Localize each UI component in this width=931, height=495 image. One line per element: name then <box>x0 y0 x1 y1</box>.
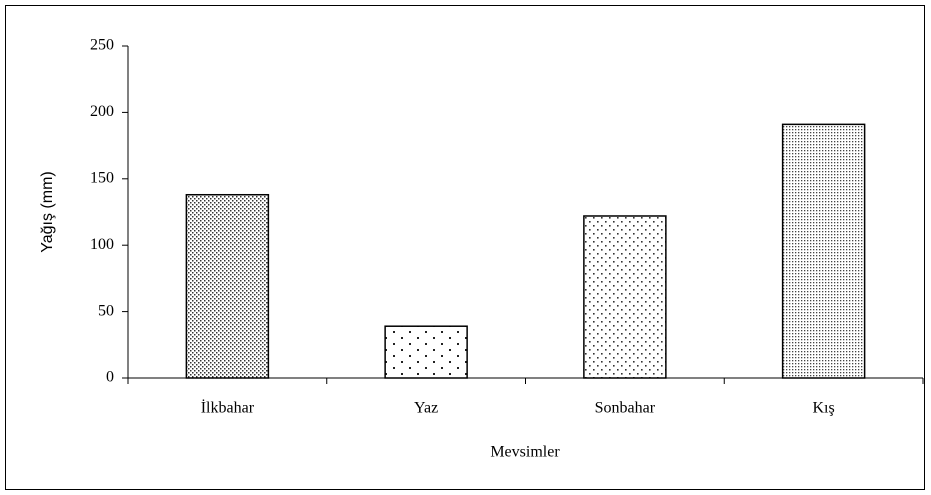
y-tick-label: 0 <box>106 369 114 386</box>
x-tick-label: Sonbahar <box>595 400 656 417</box>
y-tick-label: 50 <box>98 302 114 319</box>
x-tick-label: İlkbahar <box>201 399 255 417</box>
bar <box>583 215 667 379</box>
y-tick-label: 250 <box>90 37 114 54</box>
y-tick-label: 200 <box>90 103 114 120</box>
x-tick-label: Yaz <box>414 400 438 417</box>
x-axis-label: Mevsimler <box>490 444 560 461</box>
frame <box>5 5 925 490</box>
bar <box>781 123 866 379</box>
y-axis-label: Yağış (mm) <box>39 171 56 252</box>
y-tick-label: 100 <box>90 236 114 253</box>
bar <box>185 193 270 379</box>
y-tick-label: 150 <box>90 169 114 186</box>
bar <box>384 325 468 379</box>
x-tick-label: Kış <box>813 400 835 417</box>
